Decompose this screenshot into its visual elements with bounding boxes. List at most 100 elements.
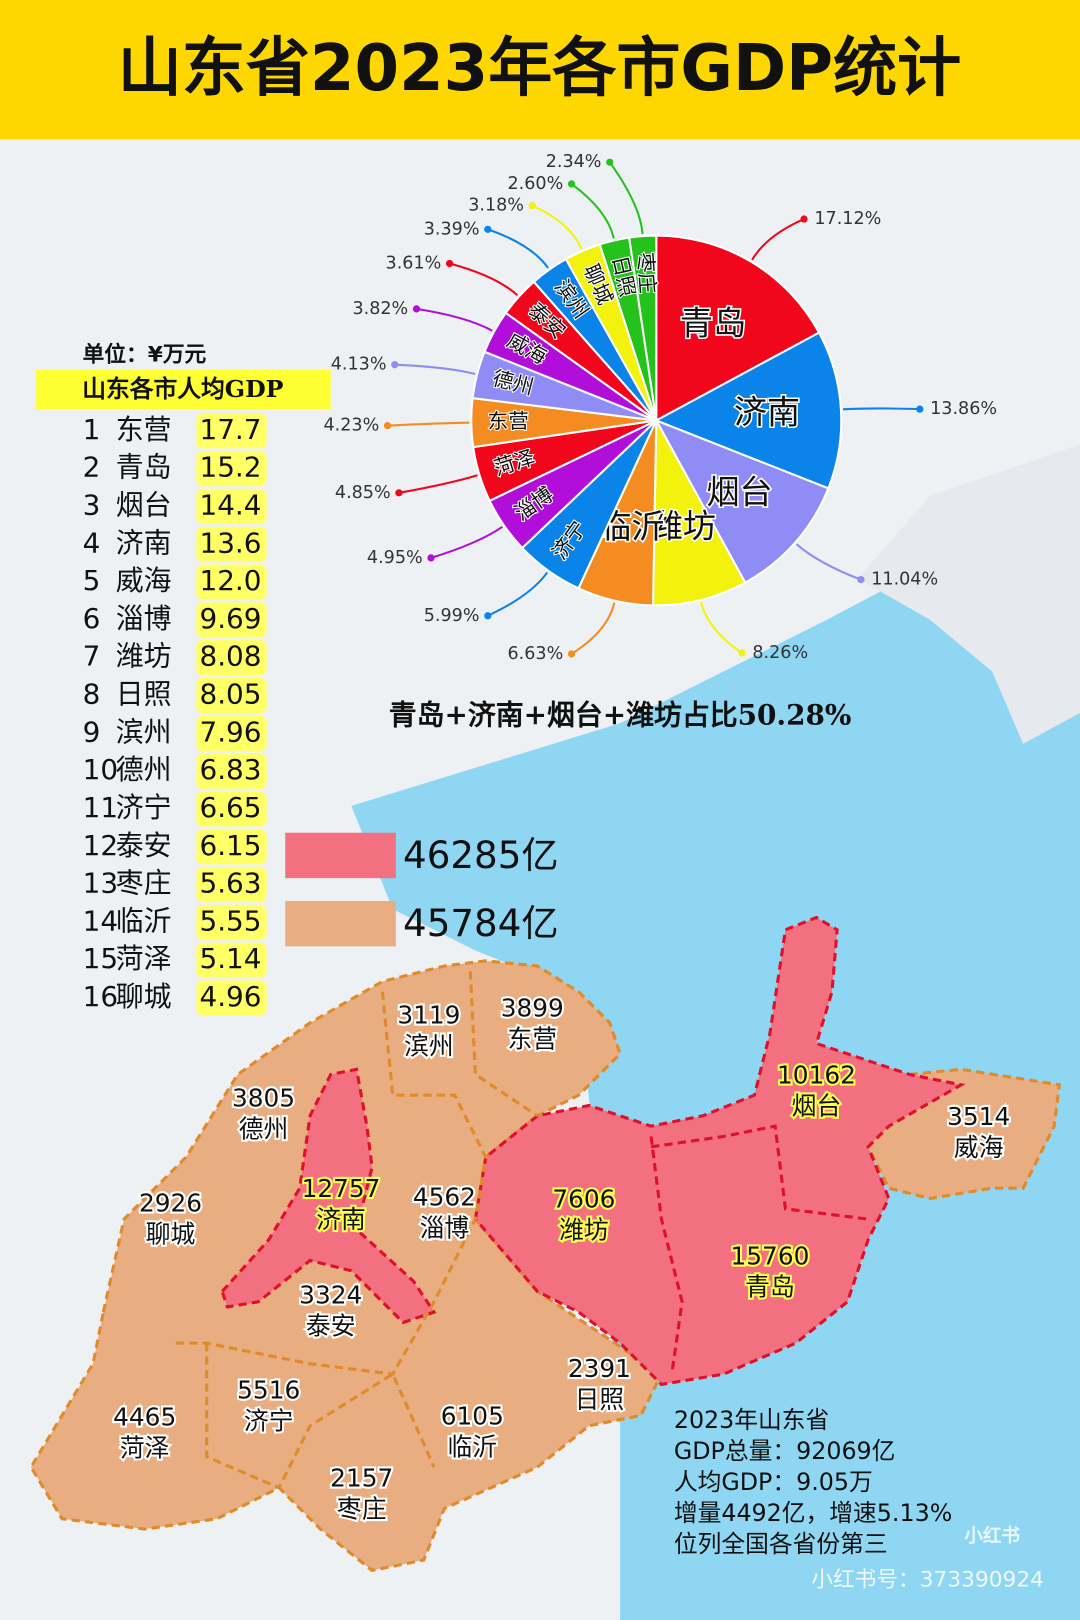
region-name: 泰安 <box>306 1312 356 1341</box>
value-highlight <box>196 980 267 1016</box>
per-capita-value: 9.69 <box>199 602 261 635</box>
slice-label: 青岛 <box>680 304 746 343</box>
value-highlight <box>196 791 267 827</box>
city: 济宁 <box>116 791 172 824</box>
region-value: 15760 <box>731 1241 810 1270</box>
rank: 6 <box>83 602 101 635</box>
value-label: 2.60% <box>507 174 563 194</box>
region-value: 3324 <box>299 1281 362 1310</box>
leader-dot <box>391 361 399 369</box>
pie-slice <box>653 418 830 585</box>
rank: 10 <box>83 753 118 786</box>
leader-dot <box>412 305 421 313</box>
value-highlight <box>196 488 267 525</box>
value-label: 3.82% <box>352 299 408 319</box>
legend-label: 45784亿 <box>403 901 559 945</box>
value-highlight <box>196 564 267 600</box>
pie-slice <box>653 331 843 490</box>
leader-dot <box>567 180 576 188</box>
per-capita-value: 14.4 <box>199 488 261 521</box>
leader-line <box>387 421 470 427</box>
region-name: 潍坊 <box>559 1216 609 1245</box>
leader-line <box>430 525 503 559</box>
legend-label: 46285亿 <box>403 833 559 877</box>
region-value: 7606 <box>552 1185 615 1214</box>
pie-slice <box>655 234 821 423</box>
leader-line <box>795 543 862 581</box>
per-capita-value: 4.96 <box>199 980 261 1013</box>
rank: 8 <box>83 678 101 711</box>
leader-line <box>487 228 549 269</box>
city: 日照 <box>116 678 172 711</box>
leader-dot <box>606 158 614 166</box>
leader-dot <box>857 575 865 584</box>
region-red-east <box>473 915 966 1387</box>
rank: 1 <box>83 413 101 446</box>
value-label: 3.18% <box>468 196 524 216</box>
region-value: 3119 <box>397 1001 460 1030</box>
border <box>649 1136 684 1375</box>
value-highlight <box>196 867 267 903</box>
value-label: 5.99% <box>424 606 480 626</box>
value-label: 8.26% <box>752 643 808 663</box>
rank: 13 <box>83 867 118 900</box>
region-name: 临沂 <box>448 1432 498 1461</box>
rank: 5 <box>83 564 101 597</box>
value-highlight <box>196 715 267 751</box>
ranking-title-bg <box>36 369 331 410</box>
per-capita-value: 12.0 <box>199 564 261 597</box>
region-name: 德州 <box>239 1114 289 1143</box>
rank: 16 <box>83 980 118 1013</box>
value-label: 6.63% <box>507 644 563 664</box>
value-label: 13.86% <box>930 399 997 419</box>
value-highlight <box>196 829 267 865</box>
per-capita-value: 17.7 <box>199 413 261 446</box>
value-highlight <box>196 526 267 562</box>
slice-label: 潍坊 <box>650 507 716 546</box>
rank: 2 <box>83 451 101 484</box>
rank: 11 <box>83 791 118 824</box>
leader-line <box>842 407 920 411</box>
value-highlight <box>196 451 267 487</box>
region-name: 东营 <box>507 1024 557 1053</box>
value-label: 4.23% <box>324 416 380 436</box>
region-name: 滨州 <box>404 1032 454 1061</box>
annotation: 青岛+济南+烟台+潍坊占比50.28% <box>389 699 852 732</box>
slice-label: 济南 <box>734 392 800 431</box>
region-value: 2157 <box>330 1463 393 1492</box>
city: 泰安 <box>116 829 172 862</box>
region-jinan <box>220 1067 437 1325</box>
rank: 9 <box>83 715 101 748</box>
leader-dot <box>383 422 392 430</box>
rank: 15 <box>83 942 118 975</box>
value-label: 4.13% <box>331 355 387 375</box>
border <box>650 1124 869 1221</box>
summary-line: GDP总量：92069亿 <box>674 1437 896 1465</box>
leader-dot <box>528 201 536 210</box>
summary-line: 人均GDP：9.05万 <box>674 1468 873 1496</box>
leader-dot <box>916 405 924 413</box>
city: 烟台 <box>116 488 172 521</box>
region-value: 12757 <box>302 1174 381 1203</box>
slice-label: 烟台 <box>706 472 772 511</box>
leader-line <box>608 161 644 235</box>
rank: 4 <box>83 526 101 559</box>
value-label: 4.95% <box>367 548 423 568</box>
leader-dot <box>484 612 492 620</box>
leader-line <box>751 218 805 261</box>
land-peninsula <box>857 444 1080 744</box>
legend-swatch <box>285 900 396 947</box>
city: 济南 <box>116 526 172 559</box>
per-capita-value: 8.08 <box>199 640 261 673</box>
city: 潍坊 <box>116 640 172 673</box>
sea <box>351 485 1080 1620</box>
region-value: 5516 <box>237 1376 300 1405</box>
region-value: 3899 <box>501 993 564 1022</box>
per-capita-value: 6.83 <box>199 753 261 786</box>
region-value: 6105 <box>441 1402 504 1431</box>
per-capita-value: 6.65 <box>199 791 261 824</box>
title: 山东省2023年各市GDP统计 <box>118 32 961 106</box>
rank: 12 <box>83 829 118 862</box>
city: 东营 <box>116 413 172 446</box>
